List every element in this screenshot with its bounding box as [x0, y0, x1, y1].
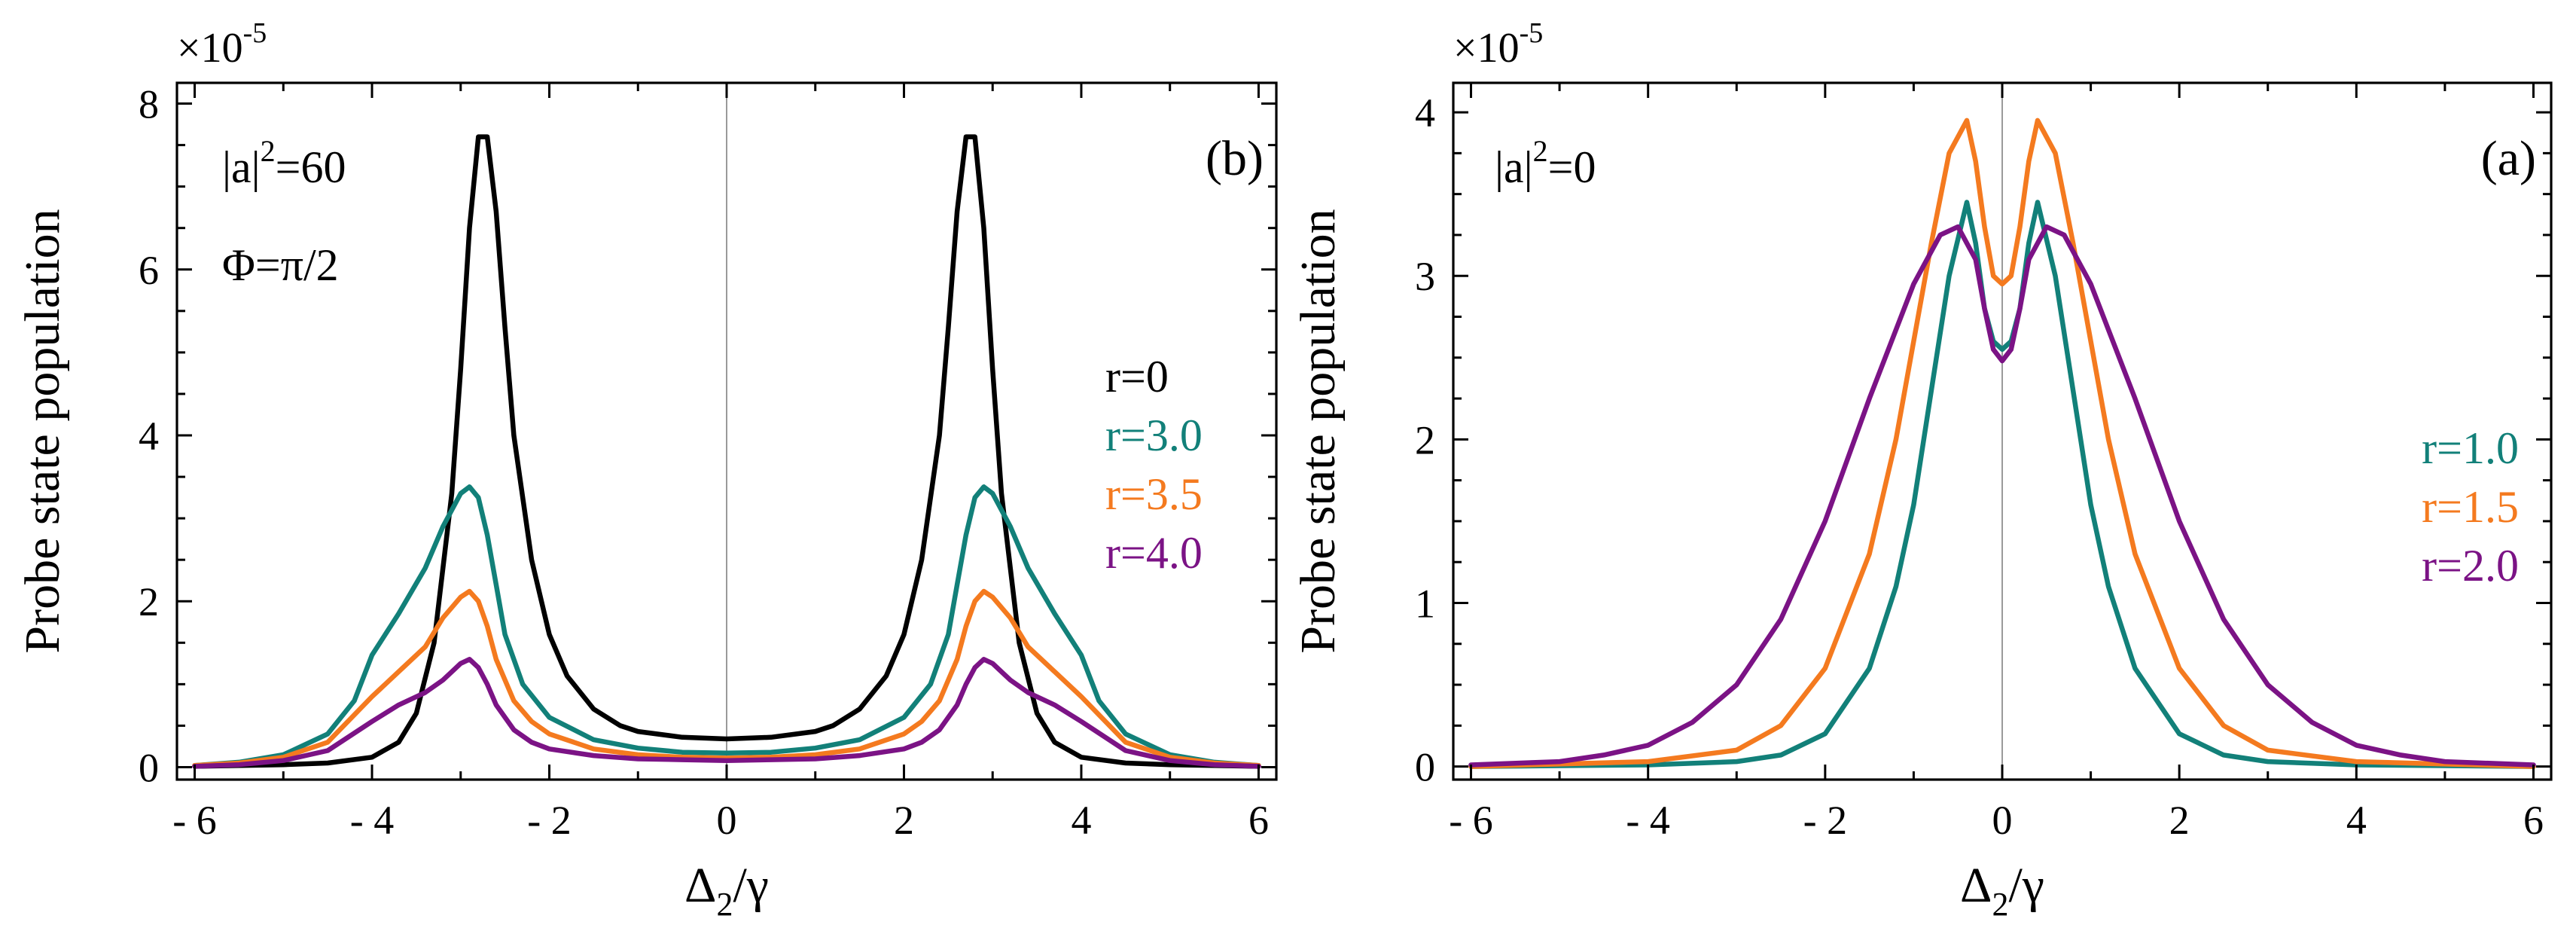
left-y-tick-label: 6 — [139, 248, 159, 293]
right-x-axis-label-sub: 2 — [1992, 886, 2008, 923]
right-series-r20 — [1468, 224, 2536, 768]
left-y-axis-label: Probe state population — [15, 209, 70, 653]
left-legend-entry: r=3.5 — [1105, 469, 1203, 519]
right-y-tick-label: 3 — [1415, 254, 1435, 299]
left-series-r40 — [192, 657, 1261, 769]
left-x-axis-label-main: Δ — [684, 858, 716, 913]
left-x-tick-label: 6 — [1248, 798, 1269, 843]
left-y-tick-label: 4 — [139, 414, 159, 459]
right-y-tick-label: 2 — [1415, 417, 1435, 462]
left-y-tick-label: 8 — [139, 82, 159, 127]
left-legend-entry: r=3.0 — [1105, 411, 1203, 460]
right-x-axis-label: Δ2/γ — [1960, 858, 2044, 923]
right-x-tick-label: - 2 — [1803, 798, 1847, 843]
right-x-axis-label-rest: /γ — [2008, 858, 2044, 913]
right-annotation-a: |a|2=0 — [1495, 134, 1596, 192]
left-x-tick-label: 0 — [717, 798, 737, 843]
right-x-tick-label: - 6 — [1449, 798, 1492, 843]
left-legend-entry: r=0 — [1105, 352, 1169, 401]
right-y-tick-label: 4 — [1415, 90, 1435, 136]
right-x-axis-label-main: Δ — [1960, 858, 1992, 913]
right-x-tick-label: - 4 — [1626, 798, 1669, 843]
left-series-r30 — [192, 484, 1261, 768]
right-annotation-a-left: |a| — [1495, 142, 1533, 192]
right-y-multiplier-exp: -5 — [1520, 17, 1544, 49]
right-series-r15 — [1468, 118, 2536, 769]
right-annotation-a-right: =0 — [1548, 142, 1596, 192]
right-x-tick-label: 2 — [2169, 798, 2190, 843]
left-x-axis-label-sub: 2 — [716, 886, 733, 923]
left-y-tick-label: 2 — [139, 579, 159, 624]
right-y-multiplier-base: ×10 — [1453, 25, 1520, 72]
left-x-tick-label: - 4 — [350, 798, 394, 843]
right-panel: - 6 - 4 - 2 0 2 4 6 0 1 2 3 4 ×10-5 Probe state popul… — [1291, 17, 2553, 923]
left-y-multiplier-base: ×10 — [177, 25, 243, 72]
right-legend-entry: r=2.0 — [2422, 541, 2519, 591]
right-legend-entry: r=1.5 — [2422, 482, 2519, 532]
right-x-tick-label: 6 — [2523, 798, 2544, 843]
left-annotation-a-sup: 2 — [261, 134, 276, 168]
left-panel: - 6 - 4 - 2 0 2 4 6 0 2 4 6 8 ×10-5 Probe state popul… — [15, 17, 1278, 923]
right-panel-label: (a) — [2481, 131, 2536, 186]
right-y-tick-label: 0 — [1415, 745, 1435, 790]
right-x-tick-label: 4 — [2346, 798, 2367, 843]
left-series-r0 — [192, 134, 1261, 769]
right-y-tick-label: 1 — [1415, 581, 1435, 626]
left-y-multiplier: ×10-5 — [177, 17, 267, 72]
right-annotation-a-sup: 2 — [1533, 134, 1548, 168]
left-y-tick-label: 0 — [139, 745, 159, 790]
left-annotation-a-right: =60 — [276, 142, 346, 192]
left-x-tick-label: - 2 — [527, 798, 571, 843]
left-y-multiplier-exp: -5 — [243, 17, 267, 49]
left-annotation-a: |a|2=60 — [222, 134, 346, 192]
left-annotation-a-left: |a| — [222, 142, 261, 192]
left-x-tick-label: - 6 — [172, 798, 216, 843]
left-x-tick-label: 2 — [894, 798, 914, 843]
right-x-tick-label: 0 — [1992, 798, 2013, 843]
left-x-tick-label: 4 — [1071, 798, 1091, 843]
right-y-axis-label: Probe state population — [1291, 209, 1346, 653]
left-annotation-phi: Φ=π/2 — [222, 240, 339, 290]
left-x-axis-label-rest: /γ — [733, 858, 769, 913]
left-x-axis-label: Δ2/γ — [684, 858, 769, 923]
right-legend-entry: r=1.0 — [2422, 423, 2519, 473]
left-series-r35 — [192, 588, 1261, 768]
right-series-r10 — [1468, 200, 2536, 769]
right-y-multiplier: ×10-5 — [1453, 17, 1543, 72]
left-legend-entry: r=4.0 — [1105, 528, 1203, 578]
left-panel-label: (b) — [1206, 131, 1264, 186]
